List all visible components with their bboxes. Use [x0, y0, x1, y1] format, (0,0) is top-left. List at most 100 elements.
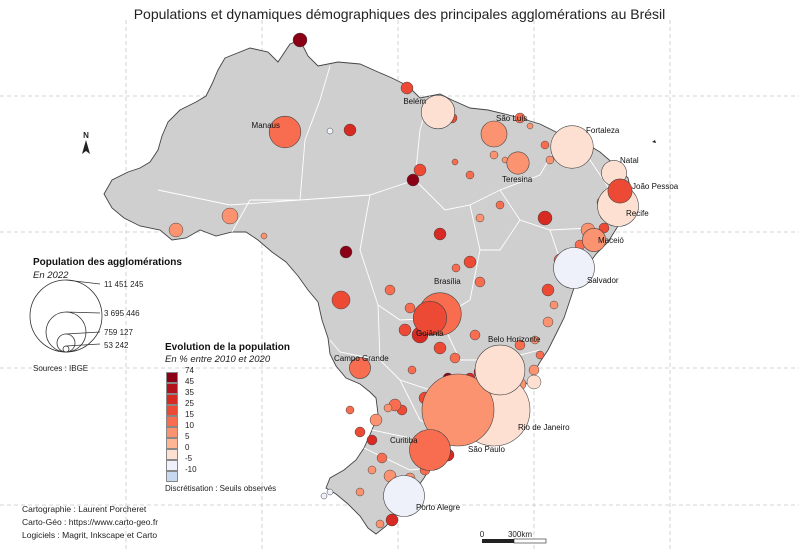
- small-agglomeration-marker: [339, 245, 353, 259]
- small-agglomeration-marker: [449, 352, 461, 364]
- city-label-belem: Belém: [403, 97, 426, 106]
- small-agglomeration-marker: [451, 158, 459, 166]
- evo-break-1: 45: [185, 377, 194, 386]
- small-agglomeration-marker: [526, 374, 542, 390]
- small-agglomeration-marker: [545, 155, 555, 165]
- evo-swatch-3: [166, 405, 178, 416]
- evo-swatch-7: [166, 449, 178, 460]
- small-agglomeration-marker: [407, 365, 417, 375]
- small-agglomeration-marker: [354, 426, 366, 438]
- small-agglomeration-marker: [320, 492, 328, 500]
- small-agglomeration-marker: [413, 163, 427, 177]
- city-marker-fortaleza: [550, 125, 594, 169]
- population-legend-value-2: 3 695 446: [104, 309, 140, 318]
- small-agglomeration-marker: [331, 290, 351, 310]
- small-agglomeration-marker: [404, 302, 416, 314]
- evolution-legend-title: Evolution de la population: [165, 342, 290, 353]
- city-marker-curitiba: [409, 429, 451, 471]
- city-marker-manaus: [268, 115, 302, 149]
- evo-swatch-0: [166, 372, 178, 383]
- evo-swatch-1: [166, 383, 178, 394]
- map-title: Populations et dynamiques démographiques…: [133, 6, 666, 22]
- city-label-belo-horizonte: Belo Horizonte: [488, 335, 541, 344]
- small-agglomeration-marker: [535, 350, 545, 360]
- evo-swatch-8: [166, 460, 178, 471]
- small-agglomeration-marker: [541, 283, 555, 297]
- small-agglomeration-marker: [463, 255, 477, 269]
- evo-swatch-4: [166, 416, 178, 427]
- small-agglomeration-marker: [366, 434, 378, 446]
- legend-circle-tiny: [62, 345, 70, 353]
- city-marker-salvador: [553, 247, 595, 289]
- credit-website: Carto-Géo : https://www.carto-geo.fr: [22, 517, 159, 527]
- evolution-legend-swatches: [166, 372, 178, 482]
- city-label-sao-luis: São Luís: [496, 114, 528, 123]
- small-agglomeration-marker: [598, 222, 610, 234]
- city-marker-belem: [420, 94, 456, 130]
- small-agglomeration-marker: [367, 465, 377, 475]
- small-agglomeration-marker: [406, 173, 420, 187]
- small-agglomeration-marker: [451, 263, 461, 273]
- island-mark: [652, 140, 656, 143]
- city-marker-sao-luis: [480, 120, 508, 148]
- small-agglomeration-marker: [326, 127, 334, 135]
- city-label-rio-de-janeiro: Rio de Janeiro: [518, 423, 570, 432]
- city-marker-sao-paulo: [421, 373, 495, 447]
- city-marker-campo-grande: [349, 357, 371, 379]
- city-marker-porto-alegre: [383, 475, 425, 517]
- sources-text: Sources : IBGE: [33, 364, 89, 373]
- evo-break-2: 35: [185, 388, 194, 397]
- city-layer: Manaus Belém São Luís Fortaleza Natal João Pe…: [252, 94, 679, 517]
- small-agglomeration-marker: [343, 123, 357, 137]
- city-marker-joao-pessoa: [607, 178, 633, 204]
- population-legend-circles: [29, 279, 103, 353]
- evo-swatch-2: [166, 394, 178, 405]
- small-agglomeration-marker: [221, 207, 239, 225]
- small-agglomeration-marker: [528, 364, 540, 376]
- discretisation-note: Discrétisation : Seuils observés: [165, 484, 277, 493]
- small-agglomeration-marker: [398, 323, 412, 337]
- small-agglomeration-marker: [540, 140, 550, 150]
- evo-break-7: 0: [185, 443, 190, 452]
- small-agglomeration-marker: [530, 335, 540, 345]
- evo-break-9: -10: [185, 465, 197, 474]
- small-agglomeration-marker: [514, 112, 526, 124]
- scale-start: 0: [480, 530, 485, 539]
- small-agglomeration-marker: [168, 222, 184, 238]
- city-label-goiania: Goiânia: [416, 329, 444, 338]
- city-label-teresina: Teresina: [502, 175, 533, 184]
- small-agglomeration-marker: [384, 284, 396, 296]
- scale-bar: 0 300km: [480, 530, 547, 544]
- credit-author: Cartographie : Laurent Porcheret: [22, 504, 147, 514]
- small-agglomeration-marker: [549, 300, 559, 310]
- scale-end: 300km: [508, 530, 532, 539]
- evo-break-3: 25: [185, 399, 194, 408]
- evo-break-8: -5: [185, 454, 193, 463]
- city-label-salvador: Salvador: [587, 276, 619, 285]
- city-label-joao-pessoa: João Pessoa: [632, 182, 679, 191]
- city-label-porto-alegre: Porto Alegre: [416, 503, 461, 512]
- evo-swatch-6: [166, 438, 178, 449]
- evo-swatch-9: [166, 471, 178, 482]
- city-marker-teresina: [506, 151, 530, 175]
- small-agglomeration-marker: [495, 200, 505, 210]
- small-agglomeration-marker: [469, 329, 481, 341]
- evolution-legend-subtitle: En % entre 2010 et 2020: [165, 354, 271, 365]
- small-agglomeration-marker: [383, 403, 393, 413]
- small-agglomeration-marker: [542, 316, 554, 328]
- population-legend-value-1: 11 451 245: [104, 280, 144, 289]
- city-label-fortaleza: Fortaleza: [586, 126, 620, 135]
- small-agglomeration-marker: [385, 513, 399, 527]
- city-marker-maceio: [581, 228, 606, 253]
- small-agglomeration-marker: [465, 170, 475, 180]
- small-agglomeration-marker: [260, 232, 268, 240]
- evo-break-4: 15: [185, 410, 194, 419]
- evo-swatch-5: [166, 427, 178, 438]
- small-agglomeration-marker: [433, 341, 447, 355]
- city-label-manaus: Manaus: [252, 121, 280, 130]
- small-agglomeration-marker: [292, 32, 308, 48]
- population-legend-subtitle: En 2022: [33, 270, 69, 281]
- small-agglomeration-marker: [375, 519, 385, 529]
- small-agglomeration-marker: [400, 81, 414, 95]
